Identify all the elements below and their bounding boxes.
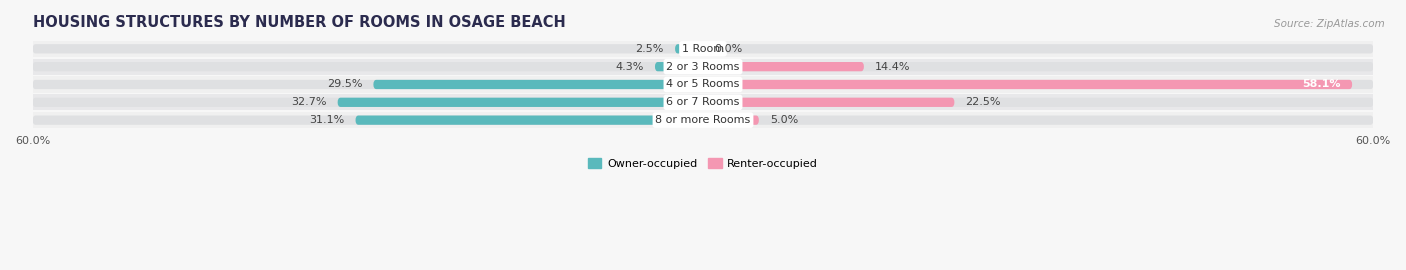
FancyBboxPatch shape [675,44,703,53]
Bar [32,112,1374,128]
Text: 0.0%: 0.0% [714,44,742,54]
Text: 4.3%: 4.3% [616,62,644,72]
Text: 22.5%: 22.5% [966,97,1001,107]
FancyBboxPatch shape [703,44,1374,53]
Text: HOUSING STRUCTURES BY NUMBER OF ROOMS IN OSAGE BEACH: HOUSING STRUCTURES BY NUMBER OF ROOMS IN… [32,15,565,30]
FancyBboxPatch shape [703,98,1374,107]
FancyBboxPatch shape [703,80,1374,89]
FancyBboxPatch shape [703,116,1374,125]
Text: 32.7%: 32.7% [291,97,326,107]
FancyBboxPatch shape [337,98,703,107]
Text: 6 or 7 Rooms: 6 or 7 Rooms [666,97,740,107]
Bar [32,76,1374,93]
FancyBboxPatch shape [703,98,955,107]
Legend: Owner-occupied, Renter-occupied: Owner-occupied, Renter-occupied [583,154,823,174]
Bar [32,41,1374,57]
Text: 2 or 3 Rooms: 2 or 3 Rooms [666,62,740,72]
Text: 29.5%: 29.5% [326,79,363,89]
FancyBboxPatch shape [32,98,703,107]
Text: 4 or 5 Rooms: 4 or 5 Rooms [666,79,740,89]
Text: 1 Room: 1 Room [682,44,724,54]
FancyBboxPatch shape [32,62,703,71]
FancyBboxPatch shape [374,80,703,89]
FancyBboxPatch shape [703,62,863,71]
Text: 14.4%: 14.4% [875,62,911,72]
FancyBboxPatch shape [32,116,703,125]
FancyBboxPatch shape [703,116,759,125]
FancyBboxPatch shape [32,44,703,53]
Text: 31.1%: 31.1% [309,115,344,125]
Bar [32,94,1374,110]
FancyBboxPatch shape [703,80,1353,89]
Text: 58.1%: 58.1% [1302,79,1341,89]
Text: 8 or more Rooms: 8 or more Rooms [655,115,751,125]
FancyBboxPatch shape [356,116,703,125]
FancyBboxPatch shape [703,62,1374,71]
Text: Source: ZipAtlas.com: Source: ZipAtlas.com [1274,19,1385,29]
FancyBboxPatch shape [655,62,703,71]
Text: 2.5%: 2.5% [636,44,664,54]
FancyBboxPatch shape [32,80,703,89]
Bar [32,59,1374,75]
Text: 5.0%: 5.0% [770,115,799,125]
